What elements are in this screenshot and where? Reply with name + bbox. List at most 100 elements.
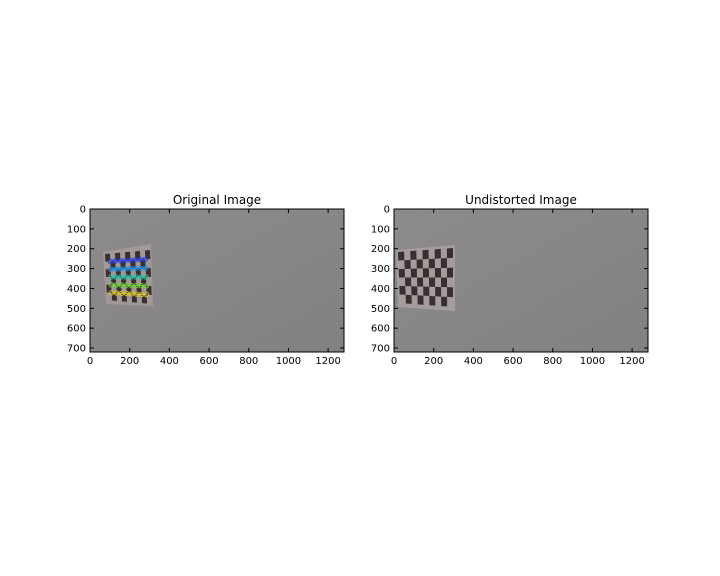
corner-marker xyxy=(138,274,144,280)
corner-marker xyxy=(112,266,119,272)
corner-marker xyxy=(108,282,115,288)
corner-marker xyxy=(133,282,140,289)
checker-square xyxy=(429,295,436,306)
corner-marker xyxy=(133,274,139,280)
image-undistorted xyxy=(394,209,648,352)
checker-square xyxy=(410,250,417,260)
checkerboard xyxy=(398,248,453,307)
corner-marker xyxy=(108,274,114,280)
axes-ticks: 0 200 400 600 800 1000 1200 0 100 200 300 400 500 600… xyxy=(371,205,648,367)
detected-corners xyxy=(107,256,150,298)
corner-marker xyxy=(138,283,145,289)
panel-title: Original Image xyxy=(173,193,261,207)
checker-square xyxy=(434,248,441,259)
checker-square xyxy=(405,277,412,287)
x-tick-label: 1000 xyxy=(580,356,605,367)
corner-marker xyxy=(112,258,119,264)
corner-marker xyxy=(127,257,134,263)
corner-marker xyxy=(107,258,114,265)
corner-marker xyxy=(128,274,134,280)
checker-square xyxy=(411,286,418,296)
corner-marker xyxy=(123,274,129,280)
corner-marker xyxy=(113,274,119,280)
corner-marker xyxy=(128,291,135,297)
checker-square xyxy=(423,286,430,296)
checker-square xyxy=(416,259,423,269)
checker-square xyxy=(440,258,447,268)
corner-marker xyxy=(117,266,124,272)
corner-marker xyxy=(118,282,125,288)
corner-marker xyxy=(122,257,129,264)
checker-square xyxy=(428,258,435,269)
checker-square xyxy=(441,277,448,288)
corner-marker xyxy=(142,256,149,262)
x-tick-label: 1200 xyxy=(619,356,644,367)
x-tick-label: 400 xyxy=(160,356,179,367)
panel-undistorted: Undistorted Image 0 200 400 600 800 1000 1200 0… xyxy=(371,193,649,367)
corner-marker xyxy=(132,257,139,263)
y-tick-label: 700 xyxy=(67,344,86,355)
corner-marker xyxy=(137,265,144,271)
checker-square xyxy=(398,268,405,278)
corner-marker xyxy=(138,291,145,298)
corner-marker xyxy=(123,290,130,297)
corner-marker xyxy=(113,290,120,296)
x-tick-label: 200 xyxy=(120,356,139,367)
checker-square xyxy=(434,267,441,278)
y-tick-label: 100 xyxy=(371,224,390,235)
corner-marker xyxy=(143,292,150,298)
y-tick-label: 200 xyxy=(67,244,86,255)
corner-marker xyxy=(133,291,140,297)
checker-square xyxy=(405,294,412,304)
x-tick-label: 600 xyxy=(200,356,219,367)
x-tick-label: 400 xyxy=(464,356,483,367)
checker-square xyxy=(105,253,111,262)
x-tick-label: 0 xyxy=(391,356,397,367)
checker-square xyxy=(399,286,406,295)
corner-marker xyxy=(113,282,120,288)
corner-marker xyxy=(143,274,149,280)
x-tick-label: 200 xyxy=(424,356,443,367)
panel-title: Undistorted Image xyxy=(465,193,577,207)
checker-square xyxy=(145,250,151,260)
y-tick-label: 700 xyxy=(371,344,390,355)
y-tick-label: 0 xyxy=(80,205,86,216)
checker-square xyxy=(435,286,442,297)
checker-square xyxy=(446,267,453,278)
axes-frame xyxy=(89,208,345,353)
panel-original: Original Image 0 200 400 600 800 1000 1200 0 100… xyxy=(67,193,345,367)
corner-marker xyxy=(118,290,125,296)
y-tick-label: 600 xyxy=(371,324,390,335)
image-original xyxy=(90,209,344,352)
checker-square xyxy=(441,296,448,307)
axes-frame xyxy=(393,208,649,353)
checker-square xyxy=(417,277,424,287)
corner-marker xyxy=(128,282,135,289)
y-tick-label: 300 xyxy=(67,264,86,275)
x-tick-label: 800 xyxy=(543,356,562,367)
corner-marker xyxy=(137,256,144,263)
corner-marker xyxy=(107,266,114,272)
y-tick-label: 300 xyxy=(371,264,390,275)
checker-square xyxy=(446,248,453,259)
corner-marker xyxy=(108,289,115,296)
y-tick-label: 600 xyxy=(67,324,86,335)
checker-square xyxy=(447,287,453,298)
y-tick-label: 400 xyxy=(371,284,390,295)
checker-square xyxy=(417,295,424,305)
x-tick-label: 0 xyxy=(87,356,93,367)
y-tick-label: 200 xyxy=(371,244,390,255)
y-tick-label: 0 xyxy=(384,205,390,216)
x-tick-label: 1200 xyxy=(315,356,340,367)
corner-marker xyxy=(122,266,129,272)
corner-marker xyxy=(117,258,124,264)
checker-square xyxy=(410,268,417,278)
y-tick-label: 400 xyxy=(67,284,86,295)
checker-square xyxy=(404,259,411,269)
x-tick-label: 1000 xyxy=(276,356,301,367)
x-tick-label: 800 xyxy=(239,356,258,367)
corner-marker xyxy=(118,274,124,280)
y-tick-label: 100 xyxy=(67,224,86,235)
corner-marker xyxy=(143,283,150,289)
